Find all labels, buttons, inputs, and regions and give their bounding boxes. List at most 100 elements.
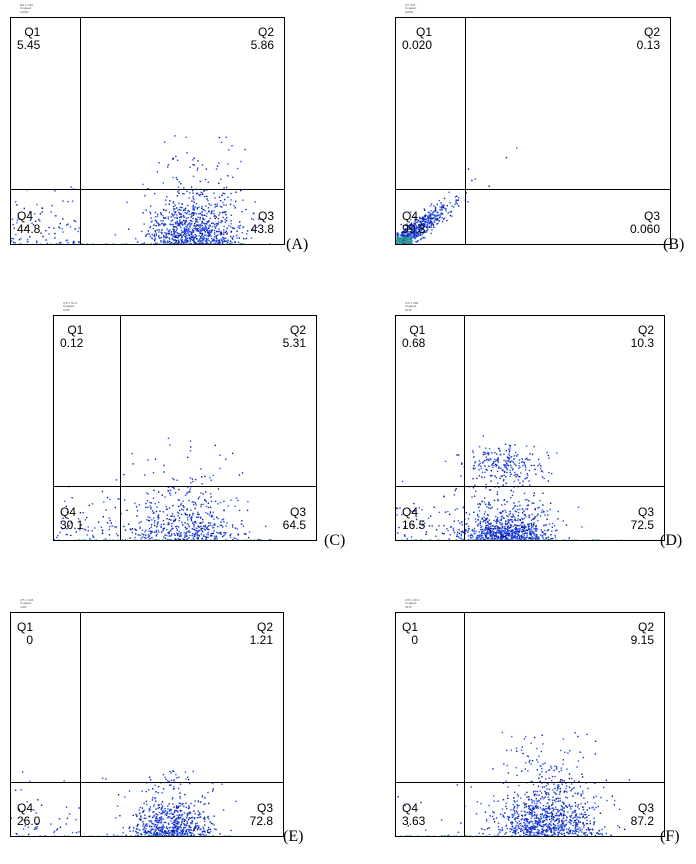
scatter-point <box>188 836 189 837</box>
scatter-point <box>199 228 201 231</box>
scatter-point <box>194 228 197 230</box>
scatter-point <box>133 244 134 245</box>
scatter-point <box>496 493 498 495</box>
quadrant-gate-vertical[interactable] <box>79 18 82 244</box>
scatter-point <box>522 461 524 463</box>
scatter-point <box>183 208 185 211</box>
scatter-point <box>208 230 210 233</box>
scatter-point <box>208 243 210 244</box>
scatter-point <box>240 523 243 525</box>
quadrant-gate-horizontal[interactable] <box>396 485 664 487</box>
scatter-plot <box>54 437 272 541</box>
scatter-point <box>198 526 201 528</box>
scatter-point <box>177 811 179 813</box>
scatter-point <box>424 237 426 239</box>
scatter-point <box>597 540 598 541</box>
scatter-point <box>205 234 207 236</box>
scatter-point <box>503 470 505 473</box>
quadrant-gate-vertical[interactable] <box>463 316 465 540</box>
scatter-point <box>163 224 166 227</box>
scatter-point <box>175 825 177 827</box>
quadrant-gate-horizontal[interactable] <box>11 189 284 191</box>
scatter-point <box>513 474 515 476</box>
scatter-point <box>478 531 480 533</box>
scatter-point <box>492 532 495 534</box>
scatter-point <box>177 186 179 188</box>
scatter-point <box>185 136 187 139</box>
scatter-point <box>510 473 512 475</box>
scatter-point <box>230 223 232 225</box>
quadrant-gate-vertical[interactable] <box>465 18 467 244</box>
scatter-point <box>399 539 401 540</box>
scatter-point <box>197 167 199 169</box>
scatter-point <box>427 217 429 219</box>
scatter-point <box>148 836 149 837</box>
scatter-point <box>549 502 552 504</box>
quadrant-gate-horizontal[interactable] <box>54 485 316 487</box>
scatter-point <box>186 226 189 228</box>
quadrant-gate-horizontal[interactable] <box>11 781 283 784</box>
scatter-point <box>189 514 191 516</box>
scatter-point <box>530 537 532 539</box>
scatter-point <box>215 235 218 237</box>
scatter-point <box>504 443 507 446</box>
scatter-point <box>193 242 195 244</box>
scatter-point <box>169 200 171 202</box>
scatter-point <box>490 527 492 530</box>
scatter-point <box>103 835 105 836</box>
scatter-point <box>200 801 202 803</box>
scatter-point <box>156 220 158 222</box>
scatter-point <box>501 536 503 538</box>
scatter-point <box>147 188 149 190</box>
scatter-point <box>501 540 502 541</box>
scatter-point <box>178 540 179 541</box>
scatter-point <box>95 243 97 244</box>
scatter-point <box>401 540 402 541</box>
scatter-point <box>36 828 38 830</box>
scatter-point <box>514 504 516 507</box>
scatter-point <box>239 540 240 541</box>
scatter-point <box>442 213 444 215</box>
quadrant-gate-vertical[interactable] <box>79 613 81 836</box>
scatter-point <box>401 244 402 245</box>
scatter-point <box>68 525 70 527</box>
scatter-point <box>151 233 153 236</box>
scatter-point <box>467 168 470 170</box>
scatter-point <box>472 450 474 452</box>
scatter-point <box>181 221 183 224</box>
scatter-point <box>155 834 157 836</box>
scatter-point <box>494 475 496 477</box>
scatter-point <box>157 224 160 227</box>
scatter-point <box>155 832 158 834</box>
scatter-point <box>499 537 502 539</box>
scatter-point <box>208 226 210 228</box>
scatter-point <box>222 192 224 195</box>
scatter-point <box>237 241 240 243</box>
scatter-point <box>482 540 483 541</box>
scatter-point <box>515 511 518 513</box>
scatter-point <box>191 817 193 819</box>
scatter-point <box>214 203 216 206</box>
scatter-point <box>401 241 403 244</box>
scatter-point <box>96 244 97 245</box>
scatter-point <box>62 200 64 202</box>
scatter-point <box>526 498 528 501</box>
scatter-point <box>172 827 174 830</box>
scatter-point <box>413 510 415 512</box>
scatter-point <box>517 524 519 527</box>
scatter-point <box>607 540 608 541</box>
quadrant-gate-horizontal[interactable] <box>396 189 670 191</box>
scatter-point <box>206 241 208 243</box>
scatter-point <box>162 217 165 219</box>
scatter-point <box>549 818 551 821</box>
quadrant-name: Q2 <box>289 323 306 337</box>
scatter-point <box>254 539 256 540</box>
scatter-point <box>503 474 505 476</box>
scatter-point <box>547 540 548 541</box>
scatter-point <box>413 231 415 233</box>
scatter-point <box>207 816 209 819</box>
quadrant-gate-vertical[interactable] <box>120 316 122 540</box>
scatter-point <box>141 243 143 244</box>
scatter-point <box>514 524 516 526</box>
scatter-point <box>183 232 186 235</box>
